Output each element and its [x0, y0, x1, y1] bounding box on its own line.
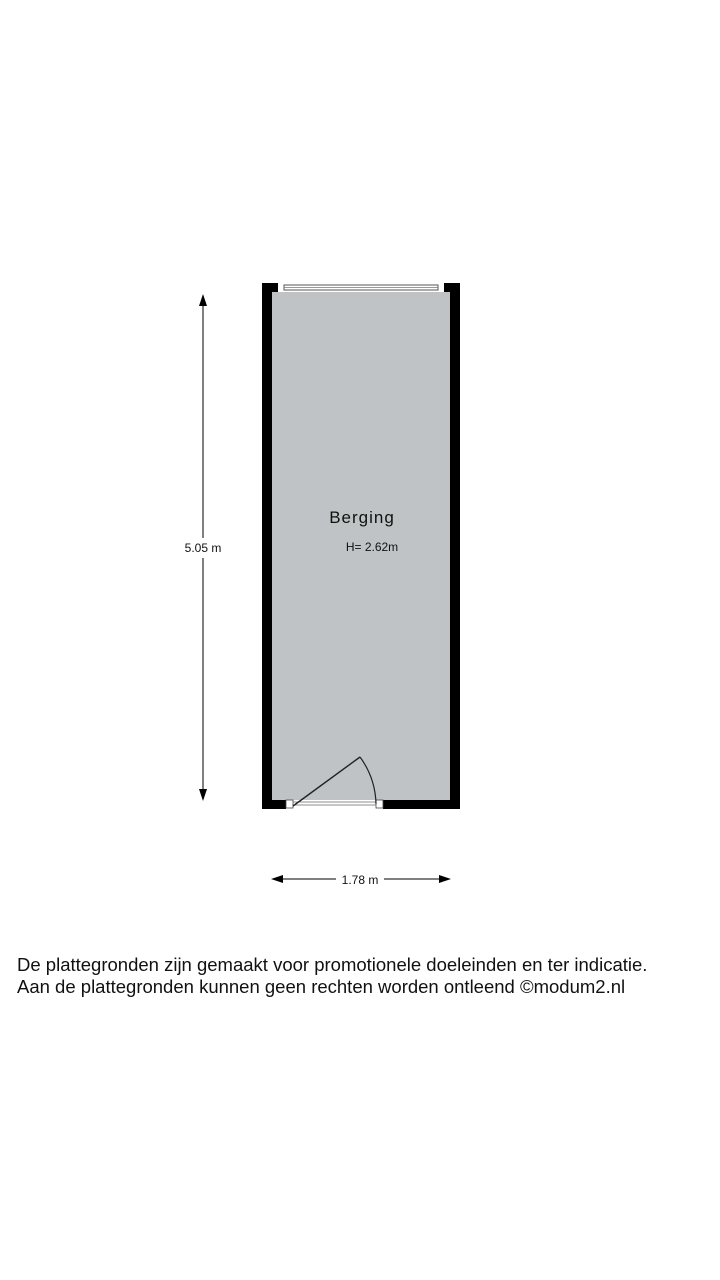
wall-bottom-left — [262, 800, 286, 809]
dimension-width — [271, 875, 451, 883]
room-floor — [272, 292, 450, 800]
window-top — [278, 284, 444, 292]
wall-top-right — [444, 283, 460, 292]
length-label: 5.05 m — [185, 541, 222, 555]
width-label: 1.78 m — [342, 873, 379, 887]
wall-top-left — [262, 283, 278, 292]
wall-right — [450, 283, 460, 809]
disclaimer: De plattegronden zijn gemaakt voor promo… — [17, 954, 717, 998]
room-name: Berging — [329, 508, 395, 527]
disclaimer-line-2: Aan de plattegronden kunnen geen rechten… — [17, 976, 626, 997]
room-height: H= 2.62m — [346, 540, 398, 554]
disclaimer-line-1: De plattegronden zijn gemaakt voor promo… — [17, 954, 648, 975]
dimension-length — [199, 294, 207, 801]
wall-bottom-right — [383, 800, 460, 809]
wall-left — [262, 283, 272, 809]
door — [285, 756, 384, 809]
